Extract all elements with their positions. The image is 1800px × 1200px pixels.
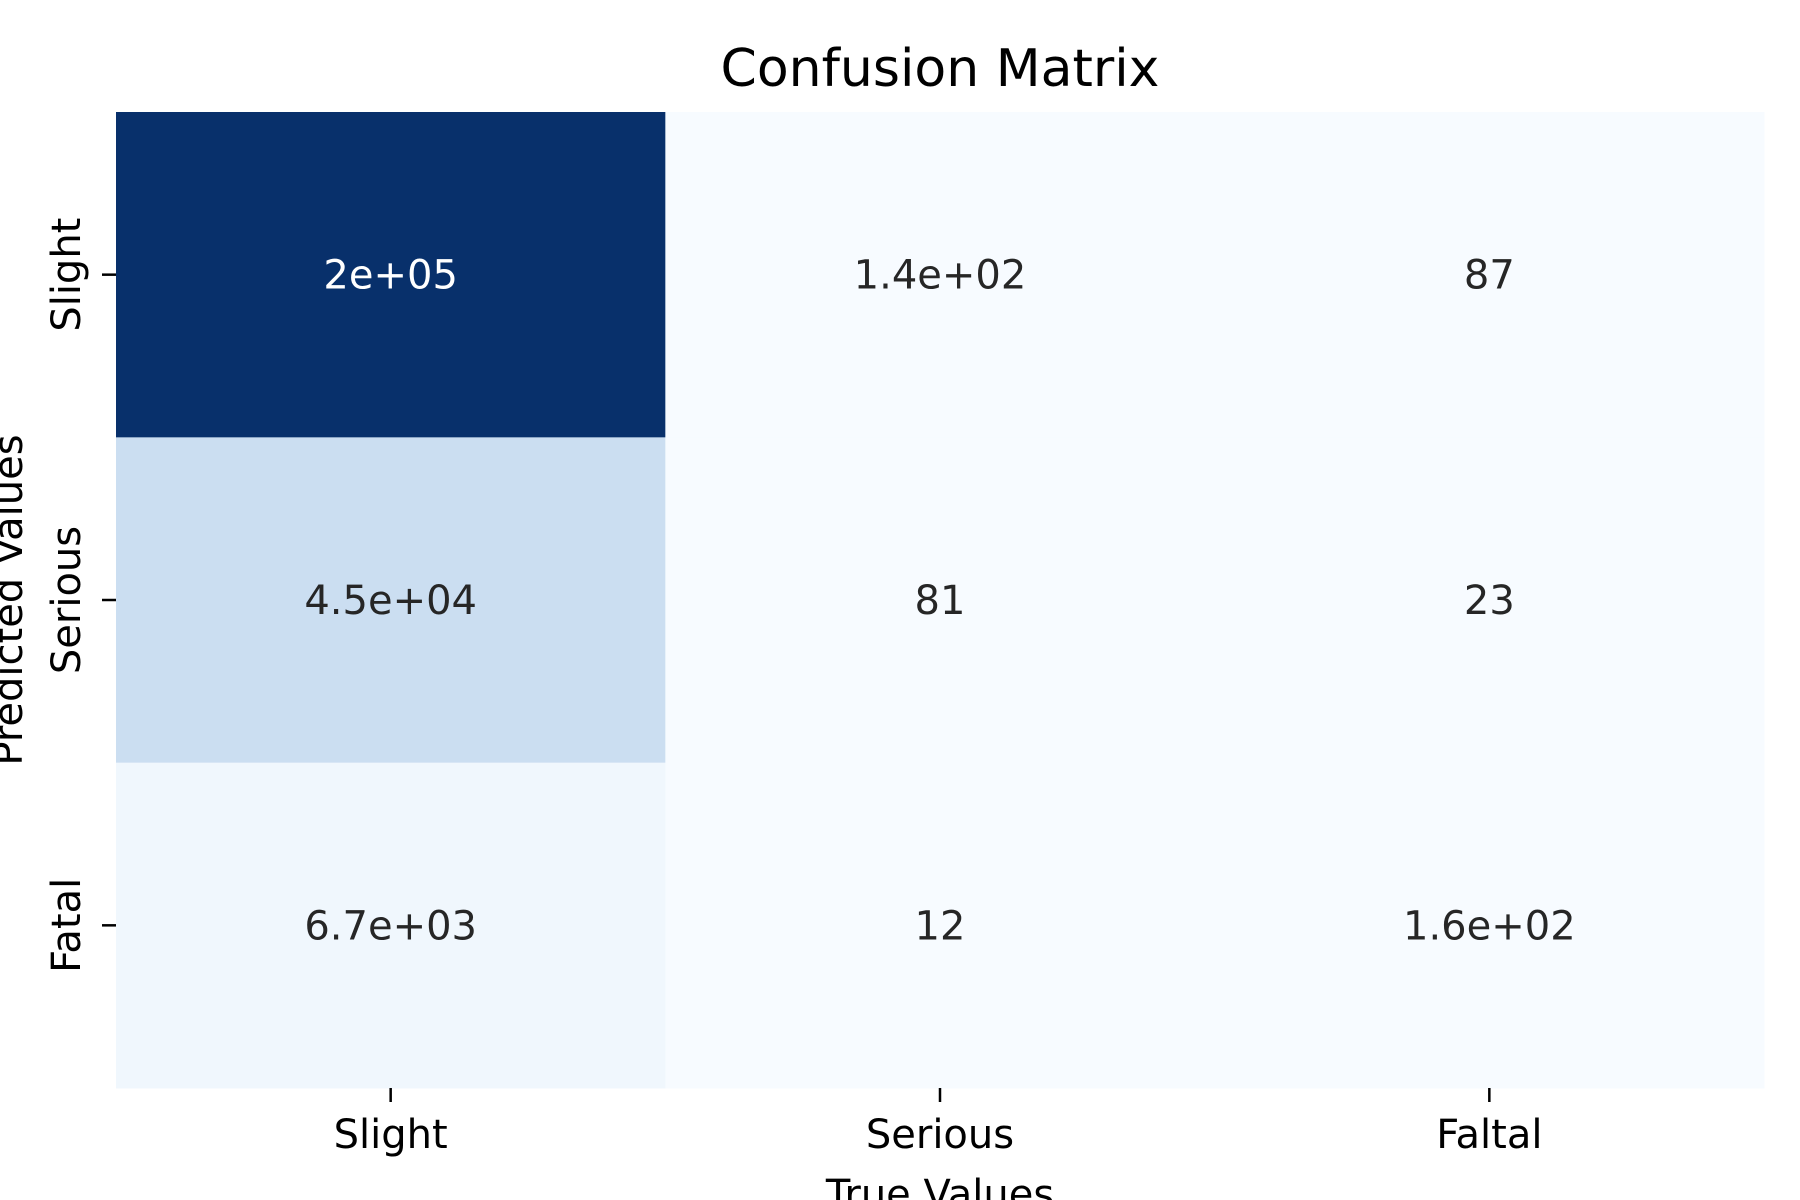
heatmap-cell — [116, 112, 666, 438]
y-axis-ticks: Slight Serious Fatal — [44, 218, 116, 973]
cell-value-label: 6.7e+03 — [304, 903, 477, 949]
heatmap-cell — [665, 762, 1216, 1089]
heatmap-cell — [116, 437, 666, 764]
x-axis-label: True Values — [825, 1172, 1054, 1200]
heatmap-cell — [1214, 762, 1765, 1089]
cell-value-label: 23 — [1464, 578, 1515, 624]
y-tick-label: Fatal — [44, 878, 90, 973]
heatmap-cell — [1214, 112, 1765, 438]
cell-value-label: 2e+05 — [323, 253, 457, 299]
heatmap-cells — [116, 112, 1765, 1089]
x-axis-ticks: Slight Serious Faltal — [334, 1088, 1542, 1158]
chart-title: Confusion Matrix — [721, 39, 1160, 99]
cell-value-label: 1.4e+02 — [854, 253, 1027, 299]
heatmap-cell — [665, 437, 1216, 764]
cell-value-label: 1.6e+02 — [1403, 903, 1576, 949]
x-tick-label: Serious — [866, 1112, 1014, 1158]
y-tick-label: Serious — [44, 526, 90, 674]
heatmap-cell — [116, 762, 666, 1089]
heatmap-cell — [665, 112, 1216, 438]
cell-value-label: 87 — [1464, 253, 1515, 299]
cell-value-label: 12 — [915, 903, 966, 949]
cell-value-label: 81 — [915, 578, 966, 624]
x-tick-label: Faltal — [1436, 1112, 1542, 1158]
cell-annotations: 2e+05 1.4e+02 87 4.5e+04 81 23 6.7e+03 12 1.6e+0… — [304, 253, 1575, 950]
y-tick-label: Slight — [44, 218, 90, 332]
x-tick-label: Slight — [334, 1112, 448, 1158]
heatmap-cell — [1214, 437, 1765, 764]
cell-value-label: 4.5e+04 — [304, 578, 477, 624]
y-axis-label: Predicted Values — [0, 434, 32, 765]
